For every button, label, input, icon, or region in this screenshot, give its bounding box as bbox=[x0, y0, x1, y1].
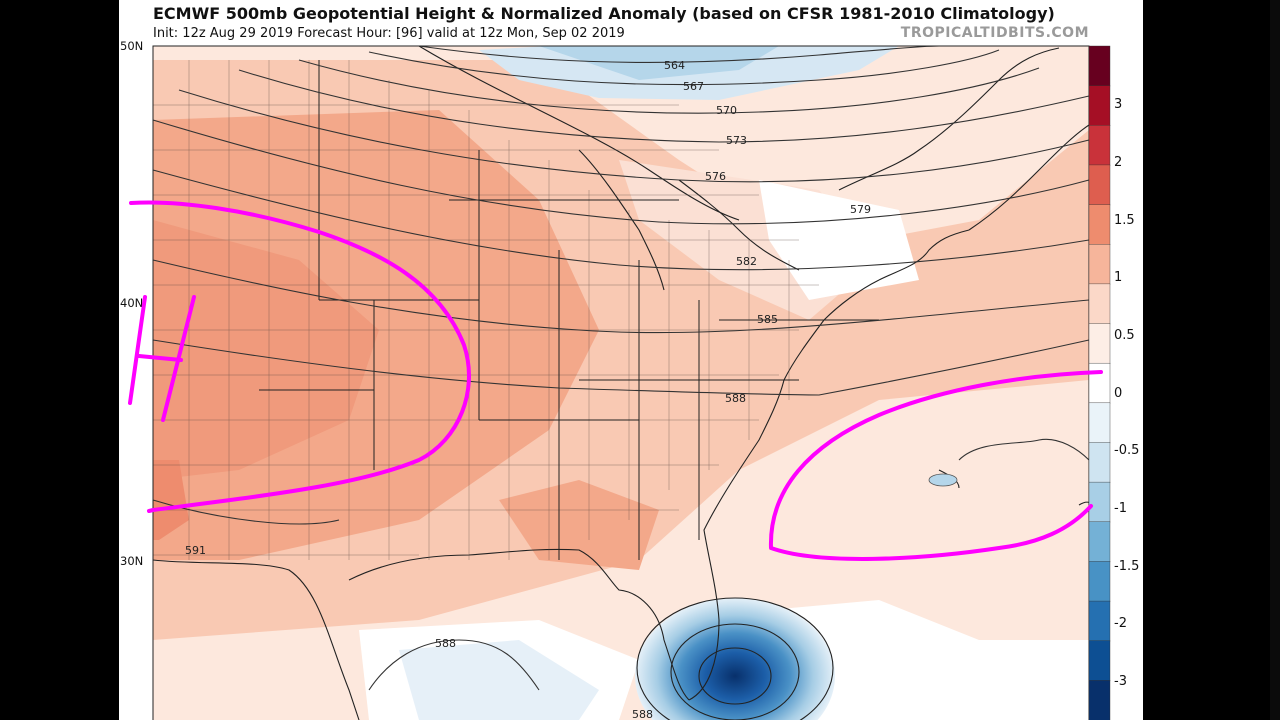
colorbar-swatch bbox=[1088, 481, 1111, 523]
contour-label: 573 bbox=[726, 134, 747, 147]
colorbar-swatch bbox=[1088, 600, 1111, 642]
colorbar-swatch bbox=[1088, 85, 1111, 126]
contour-label: 588 bbox=[435, 637, 456, 650]
colorbar-swatch bbox=[1088, 323, 1111, 364]
map-subtitle: Init: 12z Aug 29 2019 Forecast Hour: [96… bbox=[153, 26, 625, 41]
contour-label: 576 bbox=[705, 170, 726, 183]
scrollbar[interactable] bbox=[1270, 0, 1280, 720]
map-figure: 564 567 570 573 576 579 582 585 588 591 … bbox=[119, 0, 1143, 720]
colorbar-label: -2 bbox=[1114, 616, 1127, 631]
latitude-label-30n: 30N bbox=[120, 554, 143, 568]
watermark: TROPICALTIDBITS.COM bbox=[900, 25, 1089, 41]
height-contours bbox=[152, 45, 1090, 720]
contour-label: 564 bbox=[664, 59, 685, 72]
colorbar-swatch bbox=[1088, 283, 1111, 325]
hand-annotations bbox=[128, 200, 1103, 561]
weather-map: 564 567 570 573 576 579 582 585 588 591 … bbox=[120, 39, 1139, 720]
colorbar-label: 2 bbox=[1114, 155, 1122, 170]
latitude-label-50n: 50N bbox=[120, 39, 143, 53]
colorbar-label: -1 bbox=[1114, 501, 1127, 516]
colorbar-swatch bbox=[1088, 125, 1111, 166]
high-ridge-outline bbox=[129, 200, 471, 513]
colorbar bbox=[1088, 45, 1111, 720]
colorbar-swatch bbox=[1088, 680, 1111, 720]
contour-label: 591 bbox=[185, 544, 206, 557]
contour-label: 582 bbox=[736, 255, 757, 268]
colorbar-label: -0.5 bbox=[1114, 443, 1139, 458]
state-boundaries bbox=[259, 60, 879, 560]
colorbar-label: 1.5 bbox=[1114, 213, 1135, 228]
colorbar-label: -3 bbox=[1114, 674, 1127, 689]
latitude-label-40n: 40N bbox=[120, 296, 143, 310]
colorbar-swatch bbox=[1088, 521, 1111, 563]
trough-outline bbox=[768, 370, 1103, 561]
colorbar-swatch bbox=[1088, 45, 1111, 87]
colorbar-swatch bbox=[1088, 164, 1111, 206]
colorbar-swatch bbox=[1088, 640, 1111, 682]
contour-label: 579 bbox=[850, 203, 871, 216]
colorbar-swatch bbox=[1088, 402, 1111, 444]
colorbar-labels: 3 2 1.5 1 0.5 0 -0.5 -1 -1.5 -2 -3 bbox=[1114, 97, 1139, 689]
high-letter-h bbox=[128, 295, 196, 422]
colorbar-swatch bbox=[1088, 244, 1111, 285]
colorbar-label: 3 bbox=[1114, 97, 1122, 112]
contour-label: 588 bbox=[632, 708, 653, 720]
contour-labels: 564 567 570 573 576 579 582 585 588 591 … bbox=[185, 59, 871, 720]
colorbar-label: -1.5 bbox=[1114, 559, 1139, 574]
contour-label: 588 bbox=[725, 392, 746, 405]
colorbar-swatch bbox=[1088, 362, 1111, 404]
contour-label: 570 bbox=[716, 104, 737, 117]
contour-label: 585 bbox=[757, 313, 778, 326]
colorbar-swatch bbox=[1088, 561, 1111, 602]
map-title: ECMWF 500mb Geopotential Height & Normal… bbox=[153, 4, 1055, 23]
colorbar-swatch bbox=[1088, 442, 1111, 483]
colorbar-swatch bbox=[1088, 204, 1111, 245]
colorbar-label: 0.5 bbox=[1114, 328, 1135, 343]
colorbar-label: 1 bbox=[1114, 270, 1122, 285]
colorbar-label: 0 bbox=[1114, 386, 1122, 401]
contour-label: 567 bbox=[683, 80, 704, 93]
